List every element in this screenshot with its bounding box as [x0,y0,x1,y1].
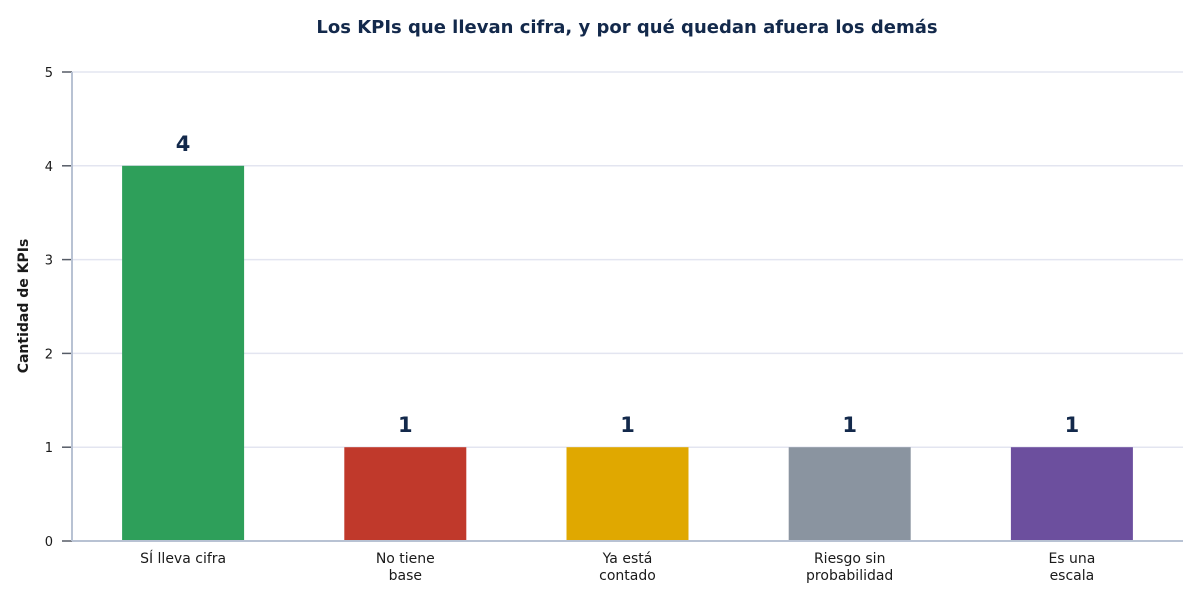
data-label: 1 [842,413,857,437]
y-tick-label: 1 [45,441,53,456]
x-tick-label: Ya está [602,551,653,567]
chart-title: Los KPIs que llevan cifra, y por qué que… [316,17,937,38]
x-tick-label: SÍ lleva cifra [140,550,226,567]
x-tick-label: probabilidad [806,568,893,584]
bar [344,447,467,541]
x-tick-label: contado [599,568,656,584]
data-label: 1 [620,413,635,437]
x-tick-label: escala [1050,568,1095,584]
y-tick-label: 2 [45,347,53,362]
bar [1010,447,1133,541]
bar [788,447,911,541]
x-tick-label: Es una [1048,551,1095,567]
x-tick-label: base [389,568,422,584]
axes [62,71,1183,542]
bars [122,165,1133,542]
gridlines [72,71,1183,448]
data-label: 1 [1065,413,1080,437]
data-label: 1 [398,413,413,437]
bar [566,447,689,541]
y-axis-label: Cantidad de KPIs [16,239,32,374]
y-tick-label: 3 [45,254,53,269]
y-tick-label: 0 [45,535,53,550]
y-tick-label: 4 [45,160,53,175]
bar [122,165,245,542]
y-tick-label: 5 [45,66,53,81]
x-tick-label: Riesgo sin [814,551,885,567]
data-label: 4 [176,132,191,156]
x-tick-label: No tiene [376,551,435,567]
